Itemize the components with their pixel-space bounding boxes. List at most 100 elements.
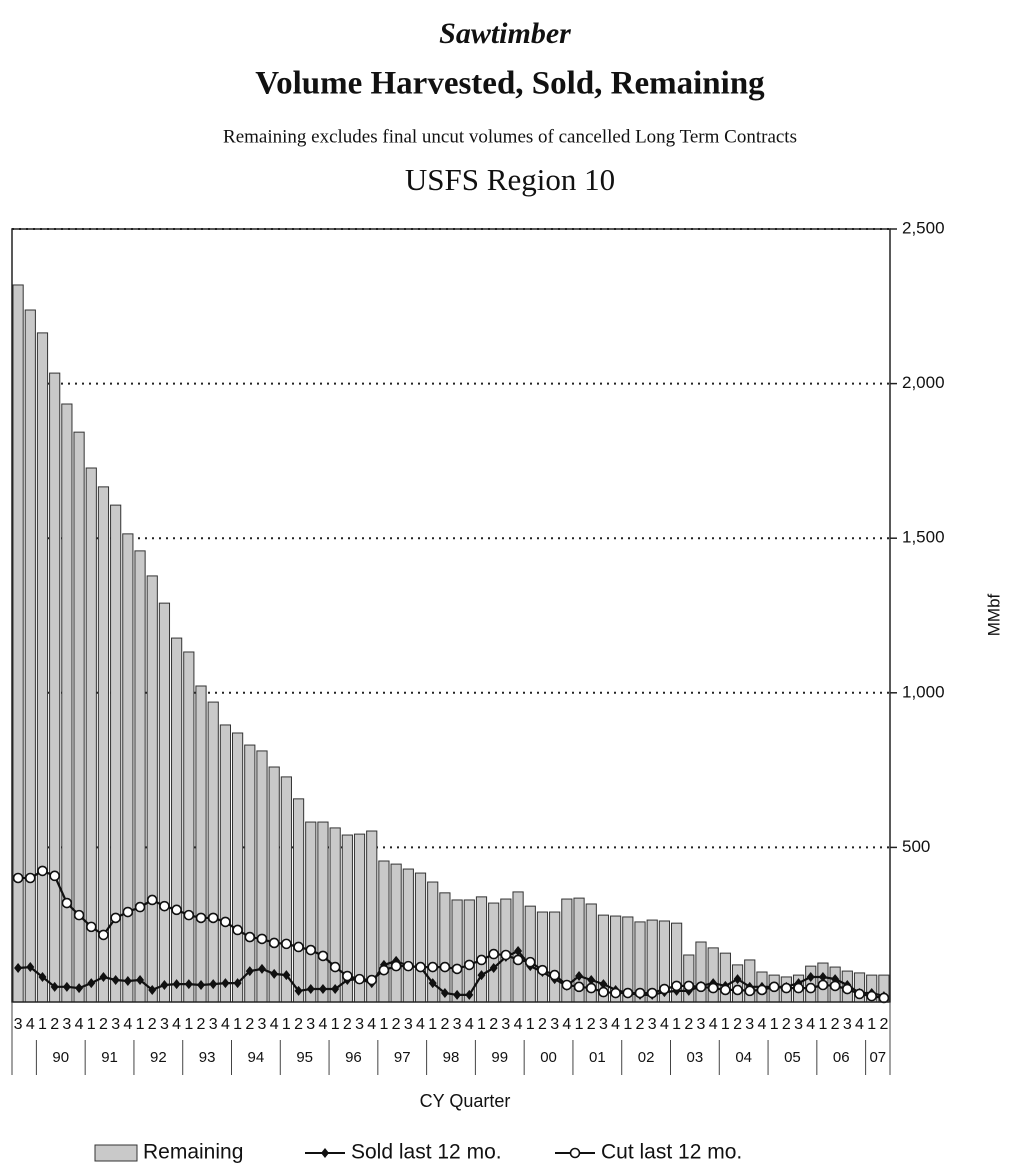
x-tick-label: 4 [319, 1016, 328, 1033]
x-tick-label: 2 [343, 1016, 352, 1033]
bar [549, 911, 561, 1003]
point [207, 912, 219, 924]
x-tick-label: 2 [636, 1016, 645, 1033]
x-tick-label: 2 [587, 1016, 596, 1033]
point [587, 975, 596, 986]
point [829, 980, 841, 992]
x-tick-label: 4 [855, 1016, 864, 1033]
point [512, 954, 524, 966]
x-tick-label: 1 [575, 1016, 584, 1033]
legend-label: Remaining [143, 1141, 243, 1164]
point [195, 912, 207, 924]
point [599, 979, 608, 990]
point [524, 956, 536, 968]
x-tick-label: 3 [794, 1016, 803, 1033]
x-tick-label: 3 [306, 1016, 315, 1033]
point [318, 984, 327, 995]
bar [232, 732, 244, 1003]
x-tick-label: 2 [831, 1016, 840, 1033]
point [500, 949, 512, 961]
bar [524, 905, 536, 1003]
bar [158, 602, 171, 1003]
point [172, 979, 181, 990]
bar [451, 899, 463, 1003]
x-tick-label: 3 [599, 1016, 608, 1033]
x-tick-label: 4 [270, 1016, 279, 1033]
bar [475, 896, 488, 1003]
point [695, 981, 707, 993]
point [514, 945, 523, 956]
bar [280, 776, 292, 1003]
point [37, 865, 48, 877]
bar [36, 332, 49, 1003]
x-tick-label: 4 [611, 1016, 620, 1033]
point [390, 960, 402, 972]
bar [707, 947, 719, 1003]
year-label: 97 [394, 1049, 411, 1066]
point [428, 978, 437, 989]
x-tick-label: 1 [672, 1016, 681, 1033]
x-tick-label: 1 [721, 1016, 730, 1033]
point [50, 981, 59, 992]
point [561, 979, 573, 991]
point [136, 975, 145, 986]
bar [268, 766, 280, 1003]
point [366, 974, 378, 986]
x-tick-label: 4 [806, 1016, 815, 1033]
x-tick-label: 4 [367, 1016, 376, 1033]
year-label: 98 [443, 1049, 460, 1066]
point [14, 962, 23, 973]
point [331, 984, 340, 995]
x-tick-label: 1 [87, 1016, 96, 1033]
chart-subtitle: Volume Harvested, Sold, Remaining [255, 66, 765, 102]
point [98, 929, 109, 941]
point [817, 979, 829, 991]
point [122, 906, 134, 918]
point [440, 988, 449, 999]
point [768, 981, 780, 993]
point [842, 983, 853, 995]
point [744, 985, 756, 997]
x-tick-label: 2 [879, 1016, 888, 1033]
x-tick-label: 3 [843, 1016, 852, 1033]
point [598, 986, 609, 998]
point [134, 901, 146, 913]
point [329, 961, 341, 973]
bar [24, 309, 36, 1003]
plot-frame [11, 228, 891, 1003]
point [488, 948, 499, 960]
x-tick-label: 3 [62, 1016, 71, 1033]
x-tick-label: 1 [379, 1016, 388, 1033]
x-tick-label: 3 [697, 1016, 706, 1033]
x-tick-label: 2 [245, 1016, 254, 1033]
point [756, 984, 768, 996]
point [463, 959, 475, 971]
year-label: 99 [491, 1049, 508, 1066]
year-label: 91 [101, 1049, 118, 1066]
x-tick-label: 1 [623, 1016, 632, 1033]
x-tick-label: 4 [75, 1016, 84, 1033]
x-tick-label: 3 [14, 1016, 23, 1033]
point [378, 964, 390, 976]
x-tick-label: 3 [501, 1016, 510, 1033]
year-label: 03 [687, 1049, 704, 1066]
point [659, 983, 670, 995]
point [683, 980, 695, 992]
bar [12, 284, 24, 1003]
x-tick-label: 3 [550, 1016, 559, 1033]
bar [317, 821, 329, 1003]
chart-title: Sawtimber [439, 17, 571, 50]
x-tick-label: 2 [99, 1016, 108, 1033]
point [26, 962, 35, 973]
year-label: 96 [345, 1049, 362, 1066]
x-tick-label: 3 [648, 1016, 657, 1033]
point [257, 963, 266, 974]
x-tick-label: 4 [123, 1016, 132, 1033]
bar [695, 941, 707, 1003]
x-tick-label: 4 [514, 1016, 523, 1033]
x-tick-label: 3 [745, 1016, 754, 1033]
legend-label: Sold last 12 mo. [351, 1141, 502, 1164]
y-axis-label: MMbf [984, 593, 1003, 636]
point [878, 992, 890, 1004]
year-label: 00 [540, 1049, 557, 1066]
